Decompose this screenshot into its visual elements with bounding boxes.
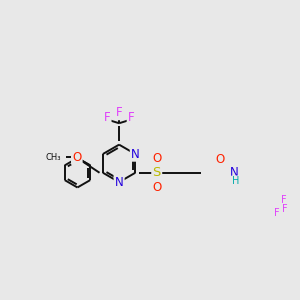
Text: F: F: [282, 204, 288, 214]
Text: CH₃: CH₃: [45, 153, 61, 162]
Text: F: F: [281, 194, 287, 205]
Text: H: H: [232, 176, 239, 186]
Text: N: N: [230, 166, 239, 179]
Text: N: N: [131, 148, 140, 160]
Text: N: N: [115, 176, 124, 189]
Text: S: S: [152, 166, 161, 179]
Text: O: O: [152, 181, 161, 194]
Text: O: O: [152, 152, 161, 164]
Text: F: F: [116, 106, 122, 119]
Text: F: F: [104, 111, 110, 124]
Text: O: O: [72, 151, 81, 164]
Text: F: F: [128, 111, 134, 124]
Text: F: F: [274, 208, 280, 218]
Text: O: O: [215, 153, 224, 166]
